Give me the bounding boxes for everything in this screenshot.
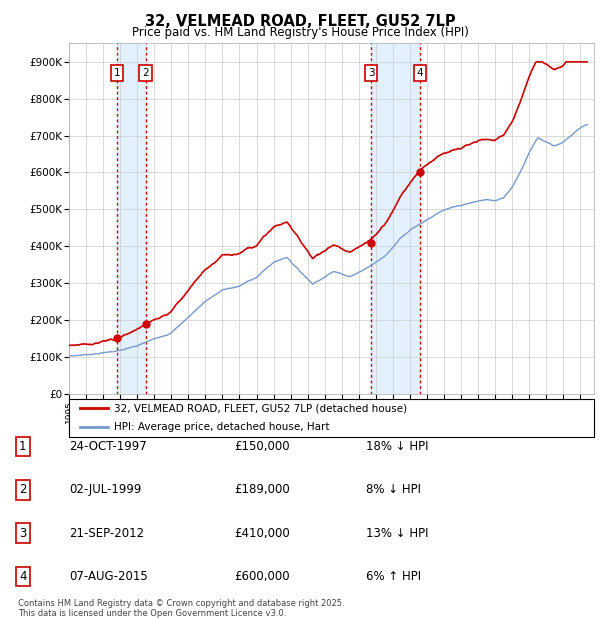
Text: 2: 2 <box>19 484 26 496</box>
Text: 13% ↓ HPI: 13% ↓ HPI <box>366 527 428 539</box>
FancyBboxPatch shape <box>69 399 594 437</box>
Text: 32, VELMEAD ROAD, FLEET, GU52 7LP (detached house): 32, VELMEAD ROAD, FLEET, GU52 7LP (detac… <box>113 403 407 414</box>
Text: 21-SEP-2012: 21-SEP-2012 <box>69 527 144 539</box>
Text: 4: 4 <box>417 68 424 78</box>
Text: 3: 3 <box>368 68 374 78</box>
Text: 02-JUL-1999: 02-JUL-1999 <box>69 484 142 496</box>
Text: 07-AUG-2015: 07-AUG-2015 <box>69 570 148 583</box>
Text: HPI: Average price, detached house, Hart: HPI: Average price, detached house, Hart <box>113 422 329 433</box>
Text: 1: 1 <box>19 440 26 453</box>
Text: £410,000: £410,000 <box>234 527 290 539</box>
Bar <box>371 43 420 394</box>
Text: £189,000: £189,000 <box>234 484 290 496</box>
Text: £600,000: £600,000 <box>234 570 290 583</box>
Bar <box>117 43 146 394</box>
Text: £150,000: £150,000 <box>234 440 290 453</box>
Text: 24-OCT-1997: 24-OCT-1997 <box>69 440 147 453</box>
Text: 18% ↓ HPI: 18% ↓ HPI <box>366 440 428 453</box>
Text: Price paid vs. HM Land Registry's House Price Index (HPI): Price paid vs. HM Land Registry's House … <box>131 26 469 39</box>
Text: 1: 1 <box>113 68 120 78</box>
Text: 8% ↓ HPI: 8% ↓ HPI <box>366 484 421 496</box>
Text: Contains HM Land Registry data © Crown copyright and database right 2025.
This d: Contains HM Land Registry data © Crown c… <box>18 599 344 618</box>
Text: 2: 2 <box>142 68 149 78</box>
Text: 4: 4 <box>19 570 26 583</box>
Text: 32, VELMEAD ROAD, FLEET, GU52 7LP: 32, VELMEAD ROAD, FLEET, GU52 7LP <box>145 14 455 29</box>
Text: 3: 3 <box>19 527 26 539</box>
Text: 6% ↑ HPI: 6% ↑ HPI <box>366 570 421 583</box>
